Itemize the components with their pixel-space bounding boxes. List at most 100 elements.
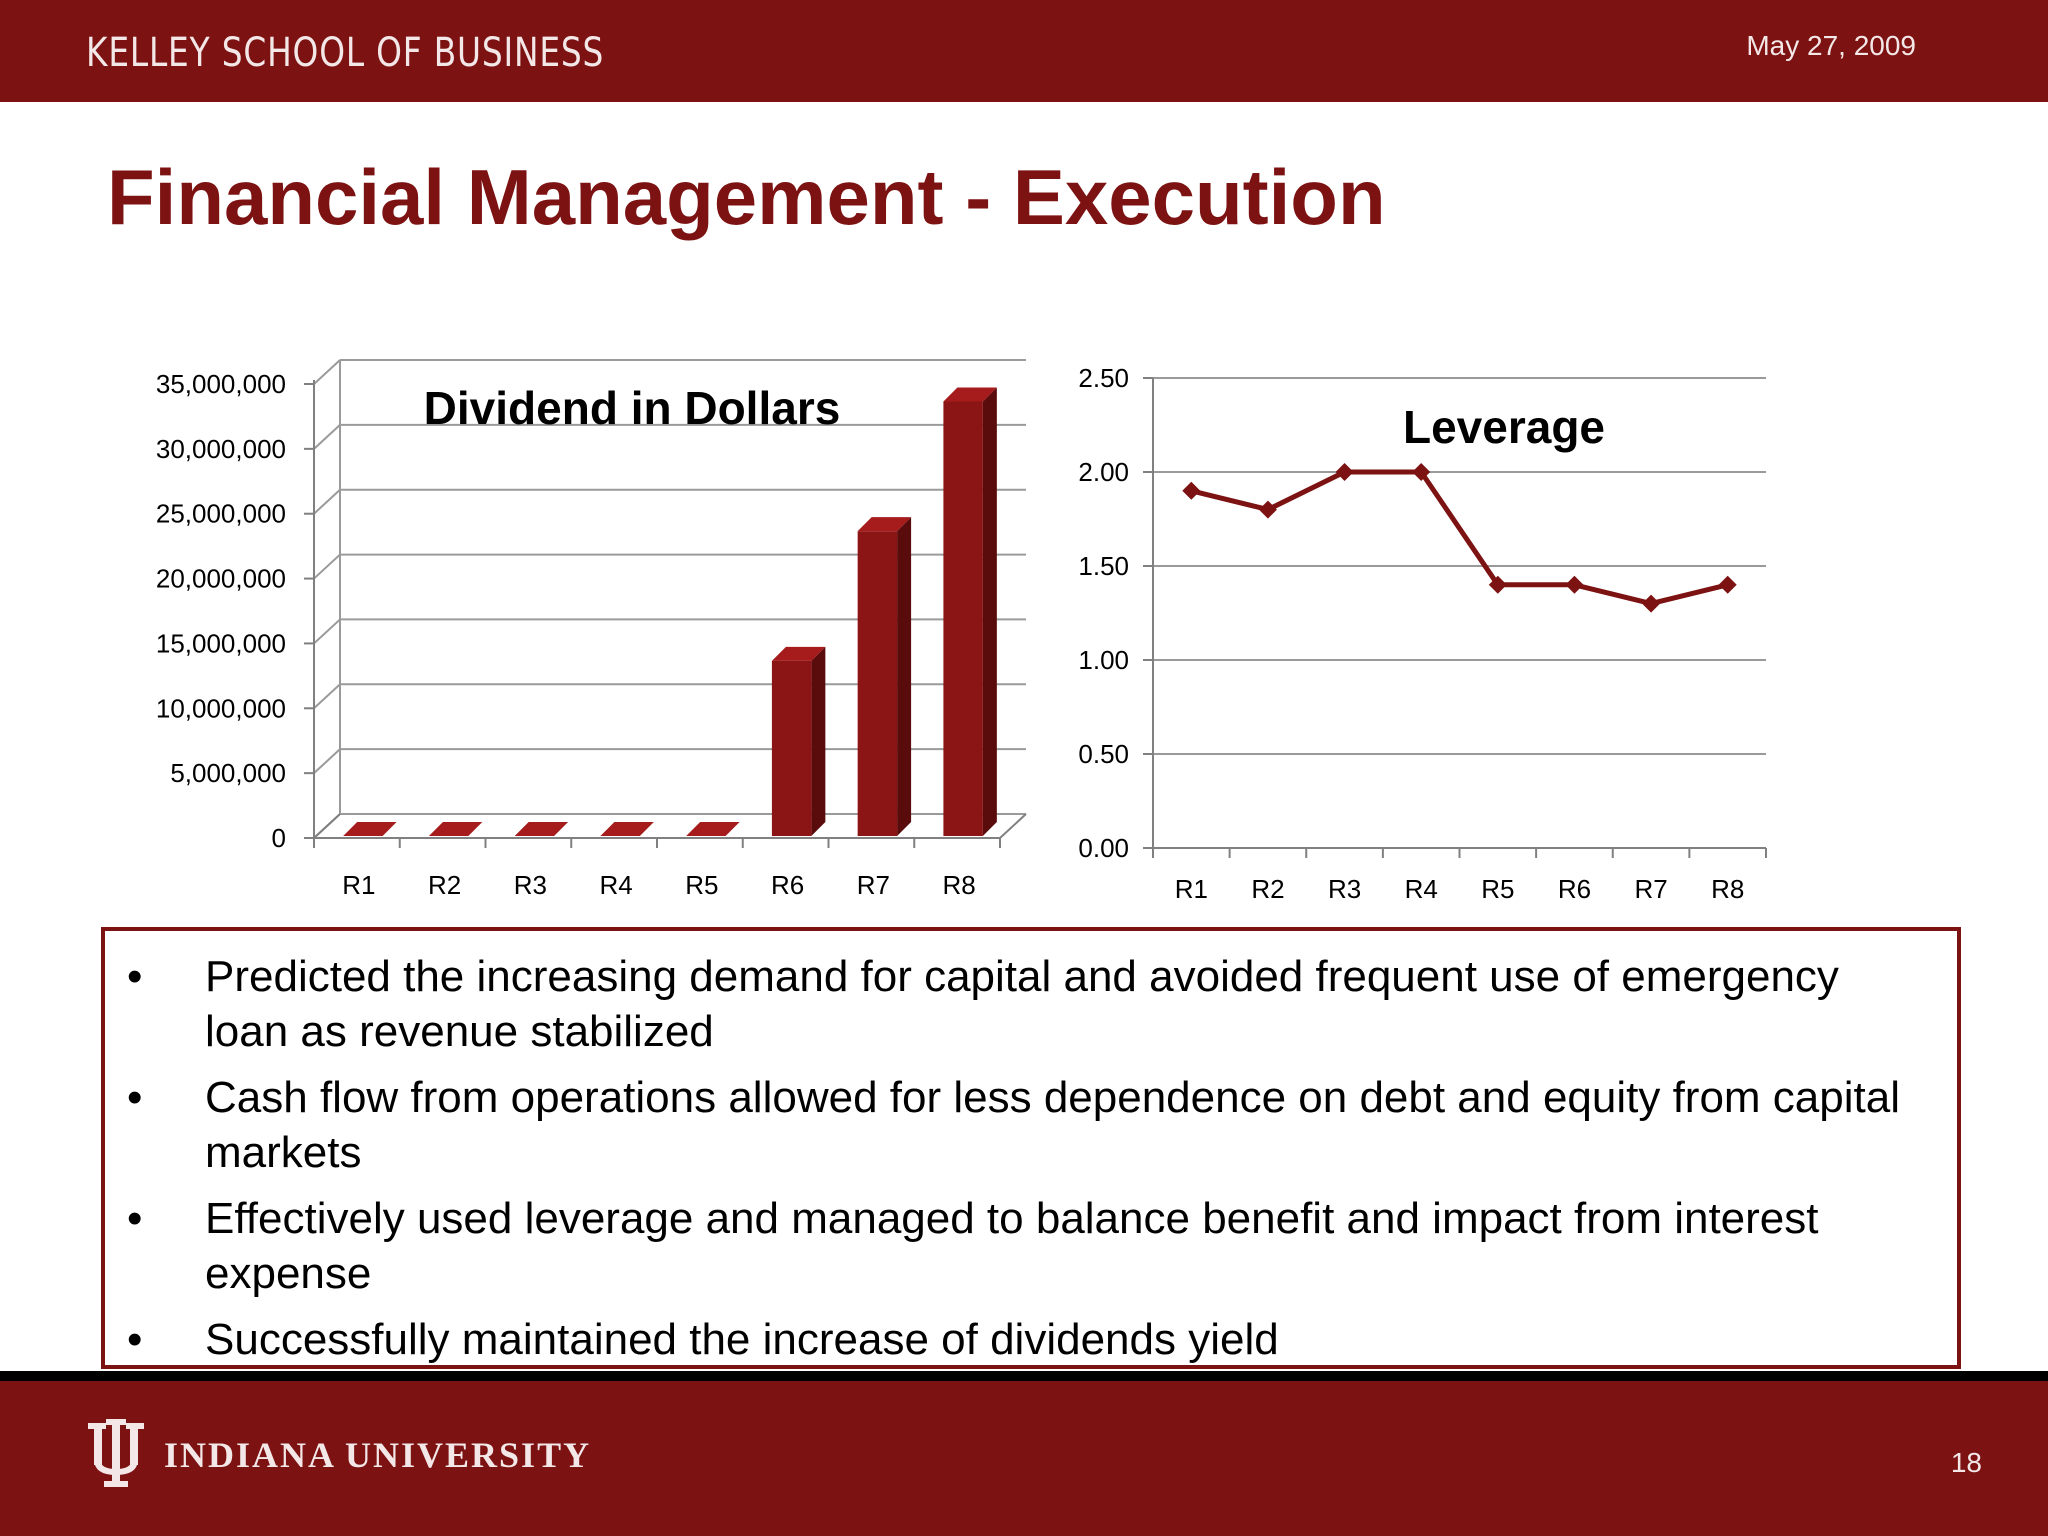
bar-chart-axes	[304, 360, 1027, 848]
bar	[428, 822, 483, 836]
bar-front	[857, 531, 898, 836]
bar-top	[686, 822, 740, 836]
bar	[600, 822, 654, 836]
line-chart-marks	[1182, 463, 1737, 613]
bar-xtick-label: R6	[771, 870, 804, 900]
bar-ytick-label: 35,000,000	[156, 369, 286, 399]
bar-top	[857, 517, 912, 532]
bar-chart-labels: 0 5,000,000 10,000,000 15,000,000 20,000,000…	[156, 369, 976, 900]
line-ytick-label: 1.50	[1078, 551, 1129, 581]
bar-top	[428, 822, 483, 836]
bar-ytick-label: 25,000,000	[156, 499, 286, 529]
line-chart-grid	[1153, 377, 1766, 849]
school-name: KELLEY SCHOOL OF BUSINESS	[86, 30, 605, 76]
line-chart-title: Leverage	[1403, 401, 1605, 453]
bar-chart-marks	[343, 387, 997, 836]
dividend-bar-chart: 0 5,000,000 10,000,000 15,000,000 20,000,000…	[156, 359, 1027, 900]
bar-floor-edge	[999, 813, 1027, 839]
bullet-item: • Effectively used leverage and managed t…	[105, 1191, 1957, 1301]
line-ytick-label: 2.00	[1078, 457, 1129, 487]
bar-top	[943, 387, 997, 402]
bar	[514, 822, 569, 836]
bar-gridline-diag	[313, 359, 341, 385]
leverage-point-marker	[1718, 575, 1737, 594]
line-xtick-label: R5	[1481, 874, 1514, 904]
bar-side	[811, 646, 826, 836]
leverage-point-marker	[1258, 500, 1277, 519]
bar-xtick-label: R4	[600, 870, 633, 900]
line-chart-labels: 0.00 0.50 1.00 1.50 2.00 2.50 R1 R2 R3 R4 R5 R6 R7 R8	[1078, 363, 1744, 904]
slide-date: May 27, 2009	[1746, 30, 1916, 61]
line-xtick-label: R2	[1251, 874, 1284, 904]
bar-ytick-label: 20,000,000	[156, 564, 286, 594]
slide-title: Financial Management - Execution	[107, 153, 1386, 241]
bullet-text: Cash flow from operations allowed for le…	[205, 1073, 1900, 1177]
bar	[857, 517, 912, 836]
line-xtick-label: R1	[1175, 874, 1208, 904]
line-ytick-label: 1.00	[1078, 645, 1129, 675]
leverage-point-marker	[1642, 594, 1661, 613]
line-xtick-label: R8	[1711, 874, 1744, 904]
bar-gridline-diag	[313, 553, 341, 580]
bar-top	[343, 822, 397, 836]
bullet-list: • Predicted the increasing demand for cap…	[105, 949, 1957, 1378]
bar-floor-edge	[313, 813, 341, 839]
bullet-dot: •	[127, 1073, 143, 1122]
bar-xtick-label: R8	[943, 870, 976, 900]
line-chart-axes	[1143, 377, 1767, 858]
university-name: INDIANA UNIVERSITY	[164, 1435, 592, 1475]
bar	[943, 387, 997, 836]
leverage-point-marker	[1412, 463, 1431, 481]
leverage-point-marker	[1565, 575, 1584, 594]
bar-gridline-diag	[313, 618, 341, 645]
page-number: 18	[1950, 1447, 1982, 1478]
bar-xtick-label: R1	[342, 870, 375, 900]
bar-top	[771, 646, 826, 661]
leverage-line-chart: 0.00 0.50 1.00 1.50 2.00 2.50 R1 R2 R3 R4 R5 R6 R7 R8…	[1078, 363, 1767, 904]
bar-ytick-label: 0	[272, 823, 286, 853]
iu-trident-logo-icon	[88, 1419, 144, 1487]
bullet-item: • Cash flow from operations allowed for l…	[105, 1070, 1957, 1180]
bar-ytick-label: 10,000,000	[156, 693, 286, 723]
header-bar: KELLEY SCHOOL OF BUSINESS May 27, 2009	[0, 0, 2048, 102]
bar-ytick-label: 5,000,000	[170, 758, 286, 788]
bar-top	[514, 822, 569, 836]
bar-front	[771, 660, 812, 836]
bar-xtick-label: R2	[428, 870, 461, 900]
bar	[686, 822, 740, 836]
line-xtick-label: R7	[1634, 874, 1667, 904]
bar-chart-grid	[313, 359, 1026, 839]
line-ytick-label: 0.50	[1078, 739, 1129, 769]
line-ytick-label: 2.50	[1078, 363, 1129, 393]
bar-ytick-label: 30,000,000	[156, 434, 286, 464]
summary-box: • Predicted the increasing demand for cap…	[101, 927, 1961, 1369]
bar-chart-title: Dividend in Dollars	[424, 382, 841, 434]
leverage-point-marker	[1182, 481, 1201, 500]
bar-gridline-diag	[313, 683, 341, 710]
bullet-dot: •	[127, 1194, 143, 1243]
line-ytick-label: 0.00	[1078, 833, 1129, 863]
bar-xtick-label: R3	[514, 870, 547, 900]
footer-bar	[0, 1381, 2048, 1536]
bar-side	[897, 517, 912, 836]
leverage-point-marker	[1335, 463, 1354, 481]
line-xtick-label: R6	[1558, 874, 1591, 904]
bar-gridline-diag	[313, 748, 341, 774]
footer-divider	[0, 1371, 2048, 1381]
bar-xtick-label: R7	[857, 870, 890, 900]
leverage-point-marker	[1488, 575, 1507, 594]
bullet-text: Effectively used leverage and managed to…	[205, 1194, 1819, 1298]
bullet-dot: •	[127, 1315, 143, 1364]
bar-side	[982, 387, 997, 836]
bar	[343, 822, 397, 836]
bar	[771, 646, 826, 836]
bar-gridline-diag	[313, 488, 341, 515]
line-xtick-label: R3	[1328, 874, 1361, 904]
bullet-item: • Predicted the increasing demand for cap…	[105, 949, 1957, 1059]
bar-ytick-label: 15,000,000	[156, 628, 286, 658]
line-xtick-label: R4	[1405, 874, 1438, 904]
bullet-text: Predicted the increasing demand for capi…	[205, 952, 1839, 1056]
bar-top	[600, 822, 654, 836]
bar-xtick-label: R5	[685, 870, 718, 900]
bullet-text: Successfully maintained the increase of …	[205, 1315, 1279, 1364]
